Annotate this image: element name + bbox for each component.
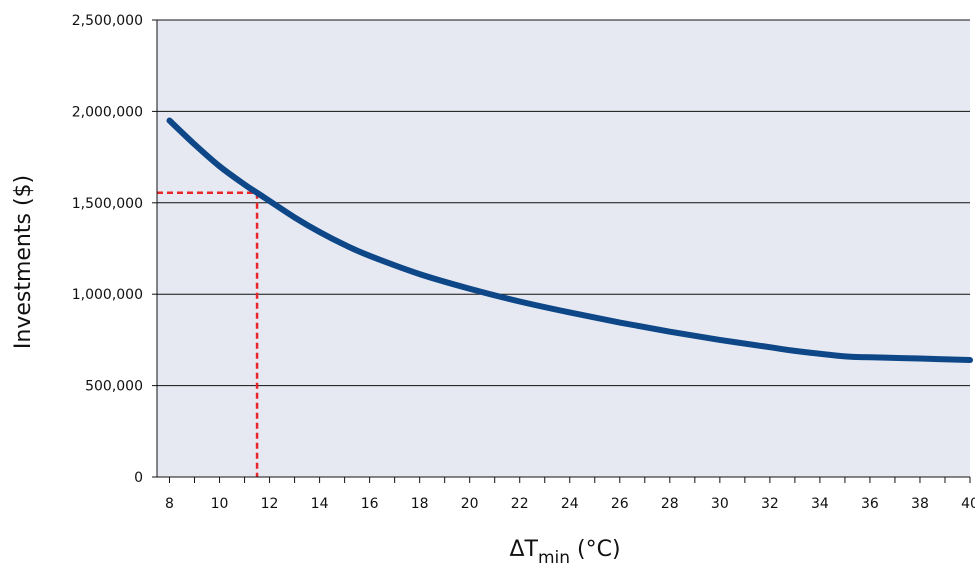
x-tick-label: 8 [165,496,174,512]
tick-labels: 0 500,000 1,000,000 1,500,000 2,000,000 2,500… [72,13,975,512]
x-tick-label: 36 [861,496,879,512]
x-tick-label: 34 [811,496,829,512]
reference-lines [157,191,259,477]
x-tick-label: 30 [711,496,729,512]
y-tick-label: 2,000,000 [72,104,143,120]
x-tick-label: 22 [511,496,529,512]
x-tick-label: 24 [561,496,579,512]
x-tick-label: 26 [611,496,629,512]
x-tick-label: 14 [311,496,329,512]
y-axis-title: Investments ($) [11,175,36,349]
y-tick-label: 1,500,000 [72,196,143,212]
x-tick-label: 12 [261,496,279,512]
x-axis-title-unit: (°C) [570,537,621,562]
plot-area [157,20,970,477]
y-tick-label: 2,500,000 [72,13,143,29]
x-tick-label: 10 [211,496,229,512]
x-tick-label: 32 [761,496,779,512]
x-tick-label: 38 [911,496,929,512]
x-tick-label: 20 [461,496,479,512]
gridlines [157,19,970,387]
series-layer [166,117,973,364]
x-tick-label: 16 [361,496,379,512]
x-axis-title-main: ΔT [509,537,538,562]
y-tick-label: 1,000,000 [72,287,143,303]
x-tick-label: 28 [661,496,679,512]
x-tick-label: 40 [961,496,975,512]
axes [152,19,971,483]
y-tick-label: 500,000 [85,379,143,395]
y-tick-label: 0 [134,470,143,486]
x-tick-label: 18 [411,496,429,512]
x-axis-title-subscript: min [538,548,570,564]
series-line [166,117,973,364]
x-axis-title: ΔTmin (°C) [509,537,620,564]
